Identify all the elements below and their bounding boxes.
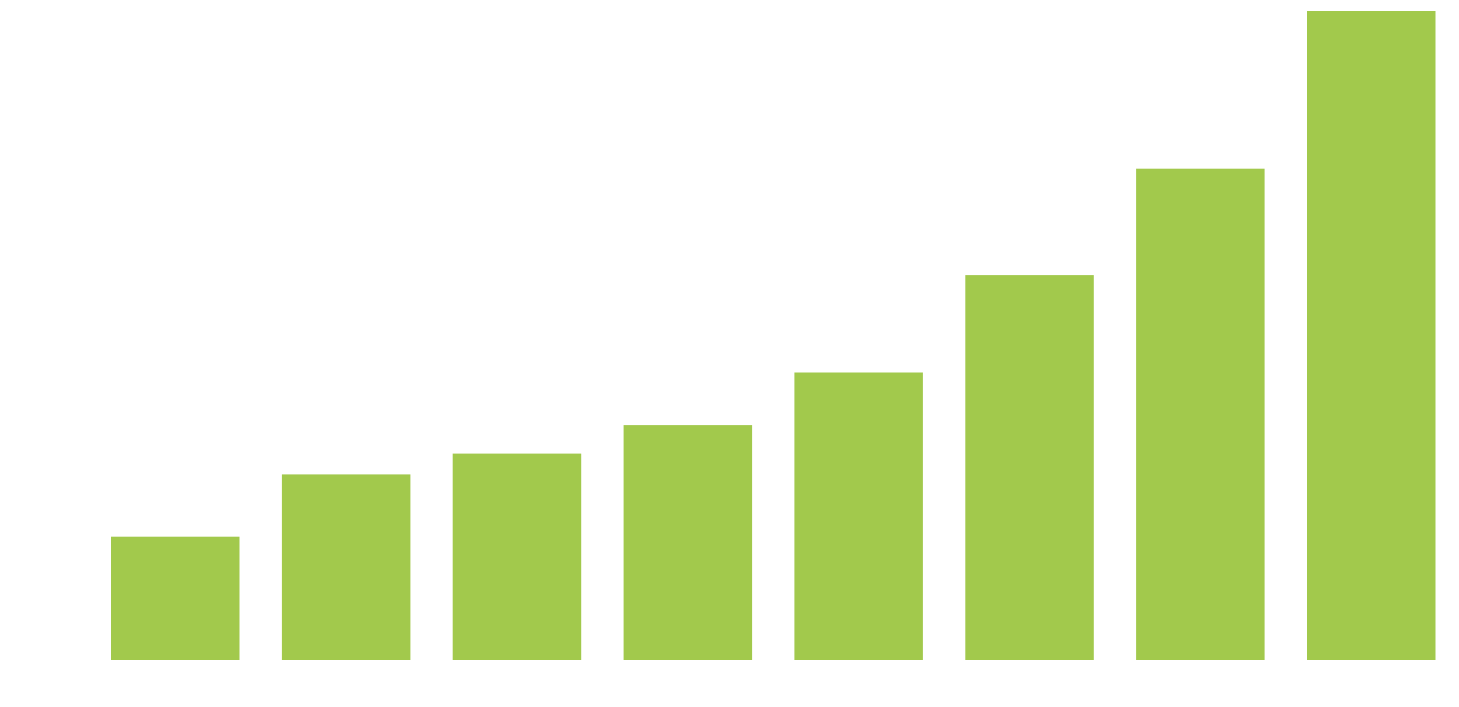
bar-5 (794, 372, 923, 660)
bar-1 (111, 536, 240, 660)
bar-2 (281, 474, 411, 660)
bar-6 (965, 275, 1094, 660)
bar-8 (1307, 11, 1436, 660)
bar-7 (1136, 168, 1265, 660)
bar-3 (452, 453, 582, 660)
bar-4 (623, 425, 753, 660)
bars-group (111, 11, 1436, 660)
